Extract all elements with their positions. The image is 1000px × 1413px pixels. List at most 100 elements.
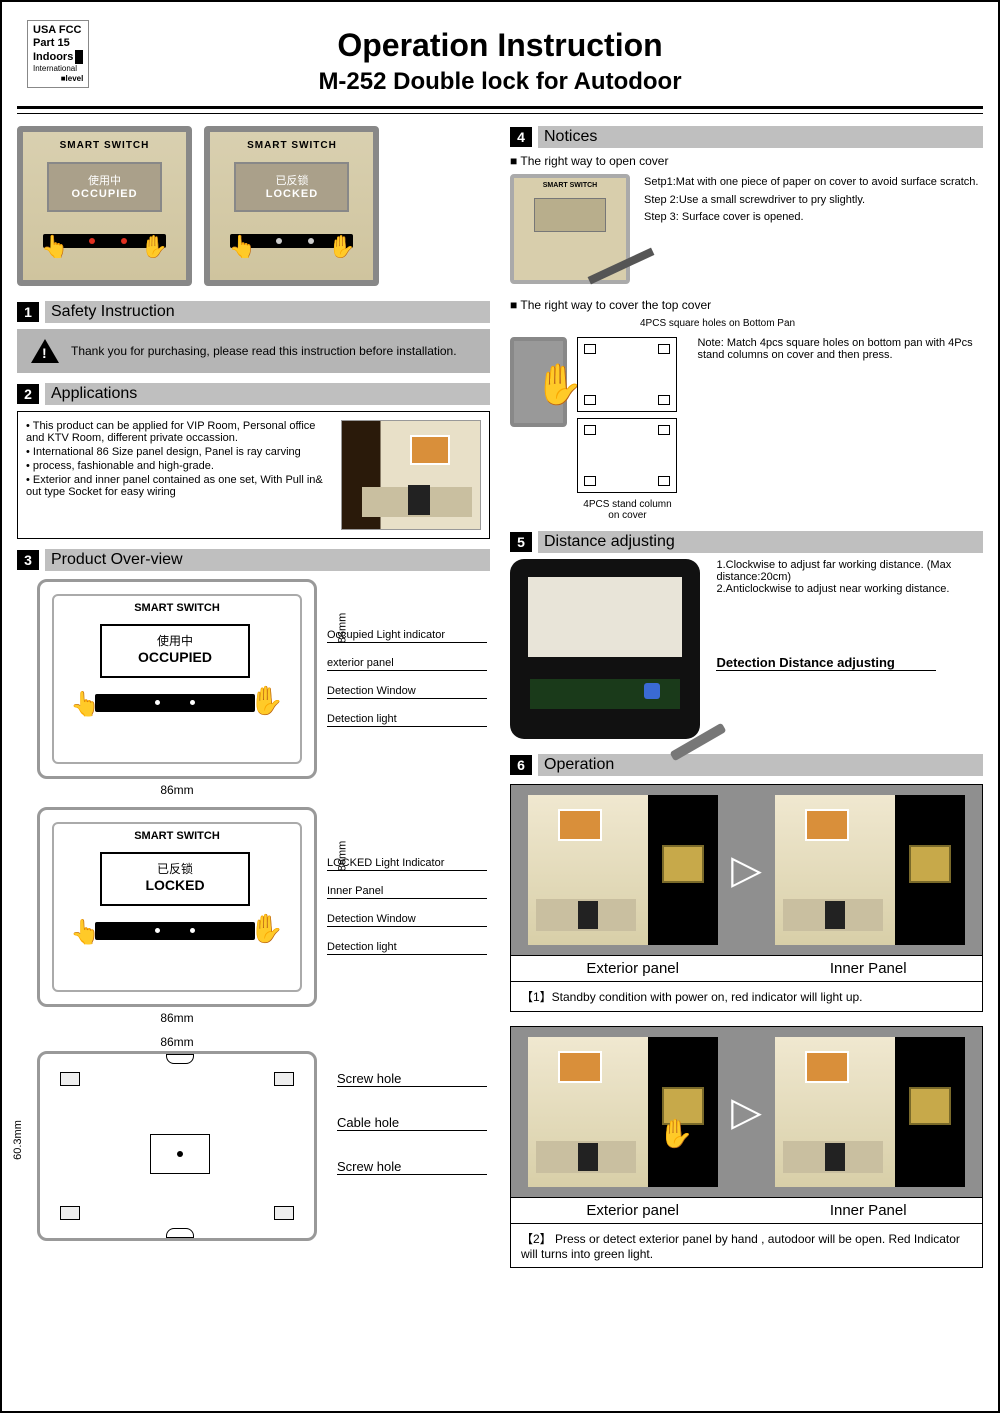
mini-diagrams: 4PCS stand column on cover	[577, 337, 677, 521]
pcb-icon	[528, 577, 682, 657]
page-subtitle: M-252 Double lock for Autodoor	[17, 68, 983, 96]
section-title: Safety Instruction	[45, 301, 490, 323]
screen: 使用中 OCCUPIED	[47, 162, 162, 212]
mini-diag-1	[577, 337, 677, 412]
app-bullet: This product can be applied for VIP Room…	[26, 420, 333, 444]
safety-text: Thank you for purchasing, please read th…	[71, 344, 457, 358]
panel-occupied: SMART SWITCH 使用中 OCCUPIED 👆 ✋	[17, 126, 192, 286]
op-caption-1: 【1】Standby condition with power on, red …	[510, 982, 983, 1012]
blk-icon	[75, 50, 83, 64]
notice-sub2: The right way to cover the top cover	[510, 298, 983, 312]
section-5-header: 5 Distance adjusting	[510, 531, 983, 553]
dot-icon	[155, 928, 160, 933]
led	[276, 238, 282, 244]
diagram: SMART SWITCH 使用中 OCCUPIED 👆 ✋ 86mm	[37, 579, 317, 779]
room-photo	[341, 420, 481, 530]
applications-box: This product can be applied for VIP Room…	[17, 411, 490, 539]
press-hand-icon: ✋	[659, 1117, 694, 1150]
hand-icon: ✋	[249, 912, 284, 945]
mini-diag-2	[577, 418, 677, 493]
op-scene-1: ▷	[511, 785, 982, 956]
diagram-back: 60.3mm Screw hole Cable hole Screw hole	[17, 1051, 490, 1241]
scene-inner	[775, 1037, 965, 1187]
hand-icon: 👆	[41, 234, 68, 260]
page-header: Operation Instruction M-252 Double lock …	[17, 27, 983, 96]
corner-icon	[60, 1072, 80, 1086]
distance-text: 1.Clockwise to adjust far working distan…	[716, 559, 966, 671]
scene-exterior: ✋	[528, 1037, 718, 1187]
dist-label: Detection Distance adjusting	[716, 655, 936, 671]
fcc-l4: International	[33, 64, 83, 74]
callout: Screw hole	[337, 1159, 487, 1175]
mini-lbl-bot: 4PCS stand column on cover	[577, 499, 677, 521]
scene-exterior	[528, 795, 718, 945]
chair-icon	[578, 901, 598, 929]
screw-bump	[166, 1228, 194, 1238]
warning-icon	[31, 339, 59, 363]
section-1-header: 1 Safety Instruction	[17, 301, 490, 323]
fcc-l1: USA FCC	[33, 24, 83, 37]
cover-close-row: 4PCS stand column on cover Note: Match 4…	[510, 337, 983, 521]
wall-panel-icon	[909, 845, 951, 883]
dot-icon	[155, 700, 160, 705]
section-title: Product Over-view	[45, 549, 490, 571]
chair-icon	[825, 1143, 845, 1171]
hand-icon: 👆	[228, 234, 255, 260]
step: Step 3: Surface cover is opened.	[644, 209, 983, 227]
led-red	[121, 238, 127, 244]
mini-lbl-top: 4PCS square holes on Bottom Pan	[640, 318, 983, 329]
section-num: 3	[17, 550, 39, 570]
app-bullet: International 86 Size panel design, Pane…	[26, 446, 333, 458]
divider	[17, 106, 983, 109]
occupied-en: OCCUPIED	[49, 188, 160, 200]
operation-box-2: ✋ ▷ Exterior panel Inner Panel	[510, 1026, 983, 1224]
corner-icon	[274, 1072, 294, 1086]
corner-icon	[658, 395, 670, 405]
operation-box-1: ▷ Exterior panel Inner Panel	[510, 784, 983, 982]
diagram: SMART SWITCH 已反锁 LOCKED 👆 ✋ 86mm	[37, 807, 317, 1007]
hand-icon: ✋	[141, 234, 168, 260]
cn: 使用中	[102, 632, 248, 649]
locked-cn: 已反锁	[236, 172, 347, 188]
hand-icon: 👆	[70, 918, 100, 947]
arrow-icon: ▷	[731, 1089, 762, 1135]
panel-locked: SMART SWITCH 已反锁 LOCKED 👆 ✋	[204, 126, 379, 286]
callouts-1: Occupied Light indicator exterior panel …	[327, 629, 487, 741]
inner-square	[52, 822, 302, 992]
cn: 已反锁	[102, 860, 248, 877]
dist-2: 2.Anticlockwise to adjust near working d…	[716, 583, 966, 595]
back-callouts: Screw hole Cable hole Screw hole	[337, 1071, 487, 1203]
scene-inner	[775, 795, 965, 945]
brand-label: SMART SWITCH	[514, 182, 626, 189]
section-2-header: 2 Applications	[17, 383, 490, 405]
cover-panel-illustration: SMART SWITCH	[510, 174, 630, 284]
open-steps: Setp1:Mat with one piece of paper on cov…	[644, 174, 983, 227]
label-inn: Inner Panel	[830, 1202, 907, 1219]
section-4-header: 4 Notices	[510, 126, 983, 148]
product-photos: SMART SWITCH 使用中 OCCUPIED 👆 ✋ SMART SWIT…	[17, 126, 490, 291]
callout: Detection Window	[327, 913, 487, 927]
callout: Screw hole	[337, 1071, 487, 1087]
brand-label: SMART SWITCH	[40, 830, 314, 842]
painting-icon	[558, 1051, 602, 1083]
chair-icon	[578, 1143, 598, 1171]
potentiometer-icon	[644, 683, 660, 699]
dist-1: 1.Clockwise to adjust far working distan…	[716, 559, 966, 583]
locked-en: LOCKED	[236, 188, 347, 200]
painting-icon	[410, 435, 450, 465]
left-column: SMART SWITCH 使用中 OCCUPIED 👆 ✋ SMART SWIT…	[17, 126, 490, 1268]
led-red	[89, 238, 95, 244]
corner-icon	[584, 344, 596, 354]
corner-icon	[584, 395, 596, 405]
callout: Detection light	[327, 941, 487, 955]
app-bullet: process, fashionable and high-grade.	[26, 460, 333, 472]
section-title: Distance adjusting	[538, 531, 983, 553]
painting-icon	[805, 809, 849, 841]
cable-hole	[150, 1134, 210, 1174]
fcc-l3: Indoors	[33, 51, 73, 63]
bar	[95, 922, 255, 940]
callout: Occupied Light indicator	[327, 629, 487, 643]
fcc-l5: level	[66, 74, 84, 83]
corner-icon	[584, 425, 596, 435]
screen: 使用中 OCCUPIED	[100, 624, 250, 678]
